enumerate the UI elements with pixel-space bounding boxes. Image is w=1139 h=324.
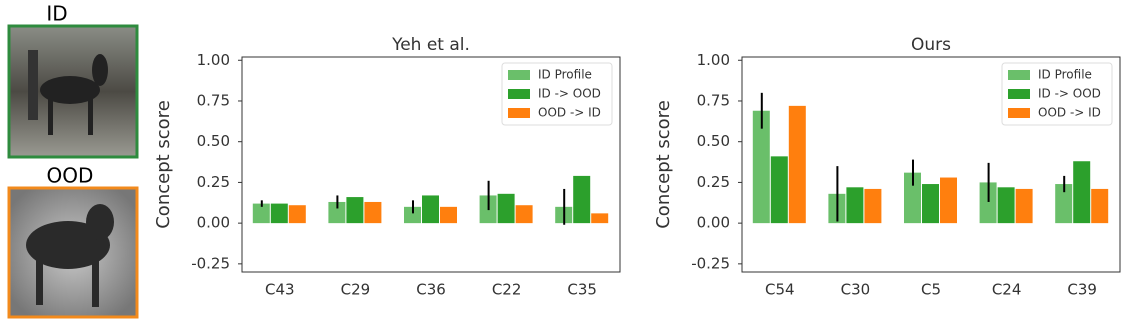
x-tick-label: C30: [841, 281, 871, 299]
y-tick-label: -0.25: [191, 254, 230, 272]
bar: [497, 193, 515, 224]
x-tick-label: C35: [567, 281, 597, 299]
bar: [752, 110, 770, 224]
legend-swatch: [508, 70, 530, 80]
legend-label: ID Profile: [1038, 68, 1092, 82]
x-tick-label: C43: [265, 281, 295, 299]
legend-label: ID Profile: [538, 68, 592, 82]
bar: [404, 206, 421, 224]
bar: [997, 187, 1015, 224]
bar: [922, 184, 939, 224]
horses: [28, 50, 108, 135]
axes-frame: [741, 56, 1121, 273]
y-tick-label: -0.25: [691, 254, 730, 272]
chart-title: Yeh et al.: [391, 35, 470, 55]
chart-title: Ours: [911, 35, 951, 55]
y-tick-label: 0.50: [697, 132, 730, 150]
y-tick-label: 0.75: [697, 91, 730, 109]
bar: [252, 203, 270, 224]
bar: [364, 201, 382, 224]
x-tick-label: C5: [921, 281, 941, 299]
legend-label: OOD -> ID: [1038, 106, 1101, 120]
legend-label: ID -> OOD: [1038, 87, 1101, 101]
bar: [788, 105, 806, 224]
x-tick-label: C36: [416, 281, 446, 299]
y-tick-label: 0.75: [197, 91, 230, 109]
bar: [770, 156, 788, 224]
bar: [1015, 188, 1033, 224]
bar: [1073, 161, 1091, 224]
y-tick-label: 0.50: [197, 132, 230, 150]
x-tick-label: C29: [341, 281, 371, 299]
legend-label: OOD -> ID: [538, 106, 601, 120]
image-label: ID: [46, 2, 67, 26]
legend-swatch: [1008, 108, 1030, 118]
bar: [573, 175, 591, 224]
y-axis-label: Concept score: [653, 100, 674, 229]
y-tick-label: 1.00: [197, 51, 230, 69]
bar: [288, 205, 306, 224]
y-tick-label: 1.00: [697, 51, 730, 69]
bar: [1055, 184, 1073, 224]
y-tick-label: 0.00: [697, 214, 730, 232]
axes-frame: [241, 56, 621, 273]
bar: [422, 195, 439, 224]
bar: [591, 213, 609, 224]
bar: [346, 197, 364, 224]
legend-swatch: [508, 108, 530, 118]
legend-label: ID -> OOD: [538, 87, 601, 101]
bar: [979, 182, 997, 224]
image-label: OOD: [47, 164, 94, 188]
x-tick-label: C39: [1067, 281, 1097, 299]
legend-swatch: [1008, 70, 1030, 80]
bar: [864, 188, 882, 224]
bar: [270, 203, 288, 224]
bar: [940, 177, 957, 224]
y-tick-label: 0.00: [197, 214, 230, 232]
bar: [1091, 188, 1109, 224]
dog: [26, 204, 114, 307]
x-tick-label: C22: [492, 281, 522, 299]
bar: [328, 201, 346, 224]
x-tick-label: C24: [992, 281, 1022, 299]
x-tick-label: C54: [765, 281, 795, 299]
bar: [904, 172, 921, 224]
y-tick-label: 0.25: [197, 173, 230, 191]
bar: [846, 187, 864, 224]
y-tick-label: 0.25: [697, 173, 730, 191]
y-axis-label: Concept score: [153, 100, 174, 229]
legend-swatch: [1008, 89, 1030, 99]
bar: [440, 206, 457, 224]
legend-swatch: [508, 89, 530, 99]
bar: [515, 205, 533, 224]
